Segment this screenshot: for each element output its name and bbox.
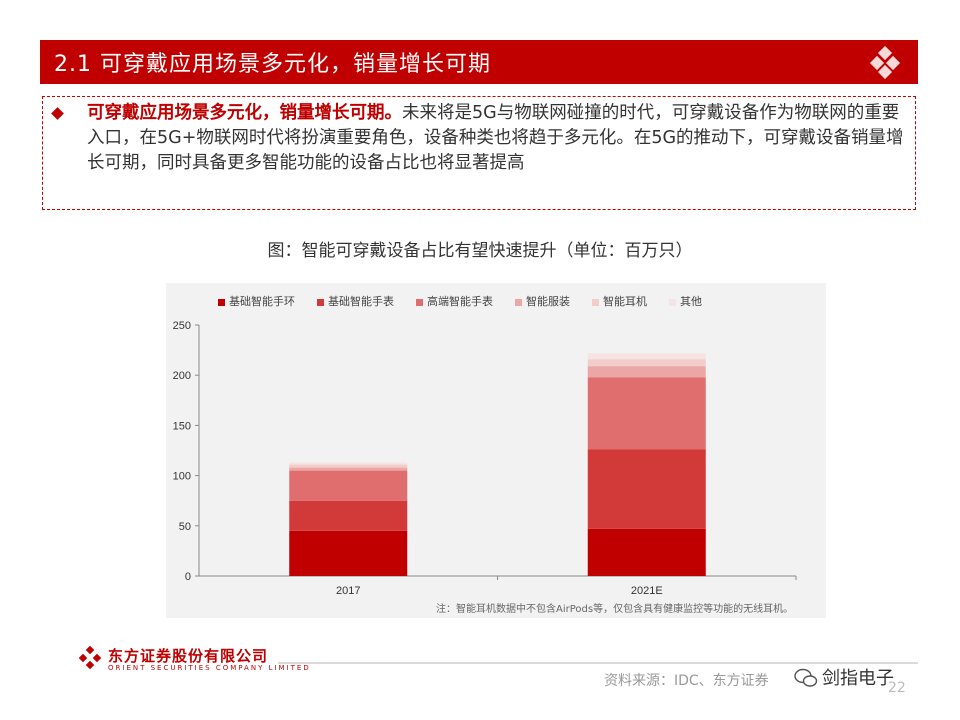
legend-item: 基础智能手表 <box>317 293 394 309</box>
watermark-text: 剑指电子 <box>822 668 894 689</box>
y-tick-label: 250 <box>173 320 191 332</box>
y-tick-label: 100 <box>173 471 191 483</box>
chart-legend: 基础智能手环 基础智能手表 高端智能手表 智能服装 智能耳机 其他 <box>218 293 724 309</box>
chart-title: 图：智能可穿戴设备占比有望快速提升（单位：百万只） <box>267 241 693 261</box>
summary-body: 未来将是5G与物联网碰撞的时代，可穿戴设备作为物联网的重要入口，在5G+物联网时… <box>87 103 904 173</box>
summary-highlight: 可穿戴应用场景多元化，销量增长可期。 <box>87 103 402 123</box>
brand-logo-icon <box>869 46 901 80</box>
chart-footnote: 注：智能耳机数据中不包含AirPods等，仅包含具有健康监控等功能的无线耳机。 <box>436 604 794 615</box>
bar-segment-3 <box>289 467 408 471</box>
legend-swatch <box>515 298 522 306</box>
legend-swatch <box>592 298 599 306</box>
company-name: 东方证券股份有限公司 <box>108 647 269 665</box>
legend-label: 基础智能手表 <box>328 295 394 308</box>
bar-segment-1 <box>587 449 706 529</box>
legend-item: 智能服装 <box>515 293 570 309</box>
bullet-icon <box>51 107 64 120</box>
bar-segment-4 <box>587 359 706 367</box>
legend-label: 高端智能手表 <box>427 295 493 308</box>
bar-segment-2 <box>587 377 706 450</box>
legend-swatch <box>416 298 423 306</box>
bar-segment-5 <box>587 353 706 360</box>
legend-label: 基础智能手环 <box>229 295 295 308</box>
wechat-icon <box>794 668 818 687</box>
bar-segment-0 <box>587 528 706 576</box>
legend-swatch <box>218 298 225 306</box>
summary-box: 可穿戴应用场景多元化，销量增长可期。未来将是5G与物联网碰撞的时代，可穿戴设备作… <box>42 96 916 210</box>
legend-label: 其他 <box>680 295 702 308</box>
company-logo-icon <box>78 646 102 670</box>
y-tick-label: 150 <box>173 420 191 432</box>
page-number: 22 <box>888 680 906 696</box>
legend-item: 智能耳机 <box>592 293 647 309</box>
bar-segment-1 <box>289 500 408 531</box>
legend-label: 智能服装 <box>526 295 570 308</box>
footer-divider <box>278 662 918 664</box>
legend-label: 智能耳机 <box>603 295 647 308</box>
bar-segment-4 <box>289 464 408 468</box>
legend-item: 其他 <box>669 293 702 309</box>
bar-segment-3 <box>587 366 706 378</box>
legend-item: 高端智能手表 <box>416 293 493 309</box>
chart-plot: 0 50 100 150 200 250 2017 2021E <box>173 320 797 597</box>
bar-segment-5 <box>289 462 408 465</box>
legend-swatch <box>669 298 676 306</box>
y-tick-label: 50 <box>179 521 191 533</box>
x-tick-label: 2017 <box>336 585 360 597</box>
page-title: 2.1 可穿戴应用场景多元化，销量增长可期 <box>54 52 491 77</box>
bar-segment-2 <box>289 470 408 501</box>
summary-text: 可穿戴应用场景多元化，销量增长可期。未来将是5G与物联网碰撞的时代，可穿戴设备作… <box>87 101 907 176</box>
company-name-en: ORIENT SECURITIES COMPANY LIMITED <box>108 664 311 672</box>
chart-panel: 基础智能手环 基础智能手表 高端智能手表 智能服装 智能耳机 其他 0 50 100 150 20… <box>166 283 826 618</box>
title-bar: 2.1 可穿戴应用场景多元化，销量增长可期 <box>40 40 918 84</box>
legend-item: 基础智能手环 <box>218 293 295 309</box>
source-text: 资料来源：IDC、东方证券 <box>604 673 769 689</box>
y-tick-label: 0 <box>185 571 191 583</box>
y-tick-label: 200 <box>173 370 191 382</box>
legend-swatch <box>317 298 324 306</box>
bar-segment-0 <box>289 530 408 576</box>
x-tick-label: 2021E <box>631 585 663 597</box>
